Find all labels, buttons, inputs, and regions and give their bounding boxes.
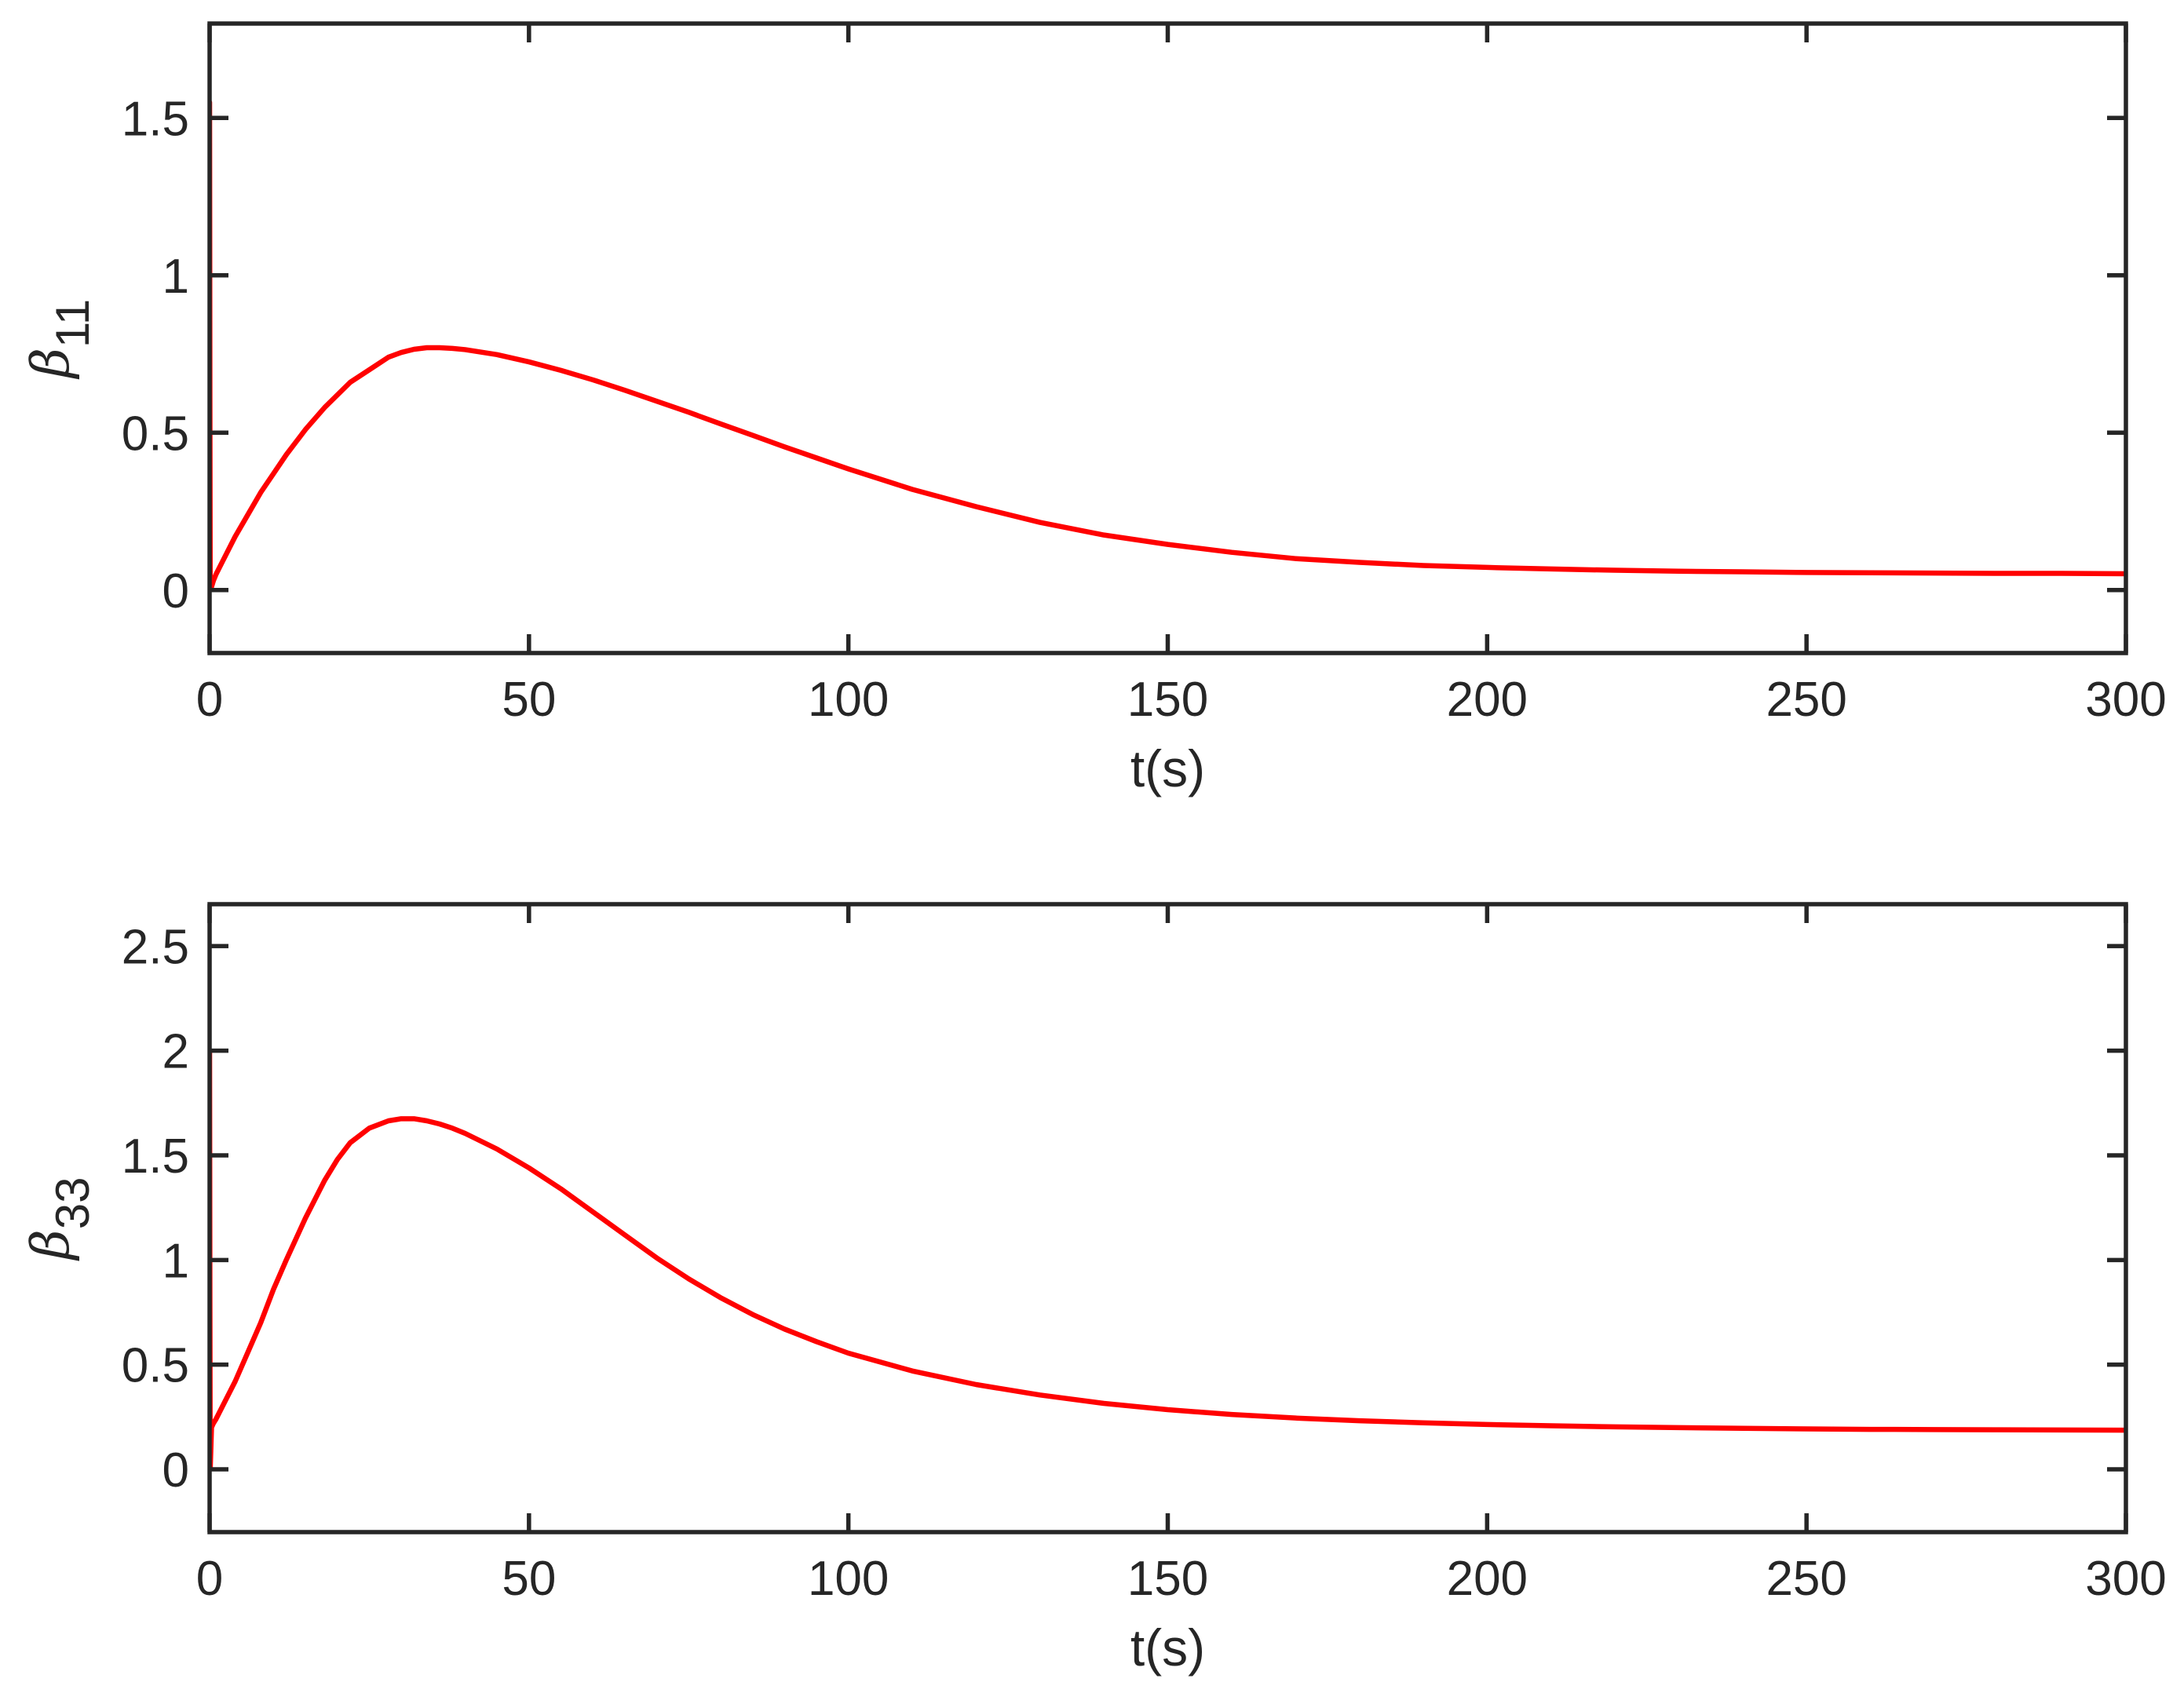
subplot-2: 0 50 100 150 200 250 300 0 0.5 1 1.5 2 2.5 t(s) β33 xyxy=(20,902,2167,1677)
y-axis-label: β11 xyxy=(20,299,99,380)
y-tick-label: 1.5 xyxy=(122,92,189,146)
subplot-1: 0 50 100 150 200 250 300 0 0.5 1 1.5 t(s) β11 xyxy=(20,21,2167,797)
x-tick-label: 0 xyxy=(196,673,223,727)
series-line-1-1 xyxy=(210,100,2126,593)
y-tick-label: 1 xyxy=(163,1234,189,1288)
y-axis-label-symbol: β xyxy=(20,348,81,380)
y-tick-label: 1.5 xyxy=(122,1129,189,1184)
series-line-2-1 xyxy=(210,1048,2126,1472)
x-tick-label: 150 xyxy=(1127,1552,1208,1606)
x-tick-label: 250 xyxy=(1766,1552,1846,1606)
x-tick-label: 100 xyxy=(808,673,889,727)
y-tick-label: 0.5 xyxy=(122,407,189,461)
x-axis-label: t(s) xyxy=(1130,739,1205,797)
y-axis-label-subscript: 33 xyxy=(46,1177,99,1230)
x-tick-label: 250 xyxy=(1766,673,1846,727)
x-tick-label: 50 xyxy=(502,673,556,727)
x-tick-label: 100 xyxy=(808,1552,889,1606)
y-axis-label: β33 xyxy=(20,1177,99,1262)
x-tick-label: 150 xyxy=(1127,673,1208,727)
x-tick-label: 50 xyxy=(502,1552,556,1606)
y-tick-label: 0 xyxy=(163,1443,189,1498)
y-tick-label: 2 xyxy=(163,1025,189,1079)
y-axis-label-symbol: β xyxy=(20,1229,81,1261)
x-tick-label: 300 xyxy=(2085,673,2166,727)
x-axis-label: t(s) xyxy=(1130,1618,1205,1677)
x-tick-label: 200 xyxy=(1447,673,1528,727)
x-tick-label: 300 xyxy=(2085,1552,2166,1606)
y-tick-label: 2.5 xyxy=(122,920,189,974)
y-tick-label: 0 xyxy=(163,564,189,618)
y-tick-label: 0.5 xyxy=(122,1339,189,1393)
y-tick-label: 1 xyxy=(163,250,189,304)
x-tick-label: 200 xyxy=(1447,1552,1528,1606)
y-axis-label-subscript: 11 xyxy=(46,299,99,348)
x-tick-label: 0 xyxy=(196,1552,223,1606)
